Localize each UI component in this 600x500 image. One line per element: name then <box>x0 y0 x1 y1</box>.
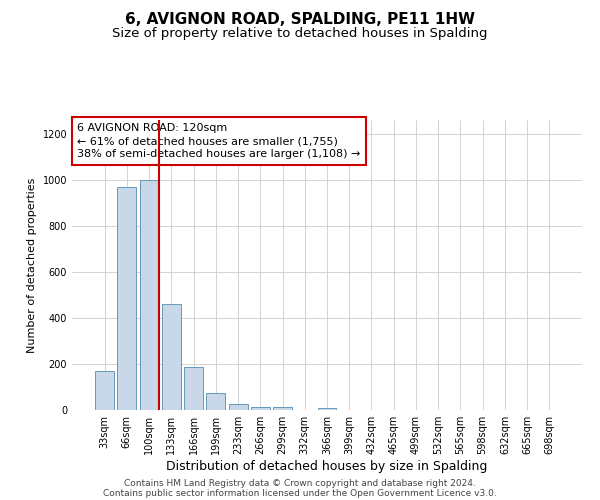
Bar <box>118 186 136 410</box>
Bar <box>95 371 114 410</box>
Text: Size of property relative to detached houses in Spalding: Size of property relative to detached ho… <box>112 28 488 40</box>
Bar <box>273 407 292 410</box>
Text: 6, AVIGNON ROAD, SPALDING, PE11 1HW: 6, AVIGNON ROAD, SPALDING, PE11 1HW <box>125 12 475 28</box>
Bar <box>162 304 181 410</box>
Bar <box>317 408 337 410</box>
Text: Contains HM Land Registry data © Crown copyright and database right 2024.: Contains HM Land Registry data © Crown c… <box>124 478 476 488</box>
Bar <box>229 404 248 410</box>
Y-axis label: Number of detached properties: Number of detached properties <box>27 178 37 352</box>
Bar <box>184 368 203 410</box>
Bar <box>206 392 225 410</box>
Text: 6 AVIGNON ROAD: 120sqm
← 61% of detached houses are smaller (1,755)
38% of semi-: 6 AVIGNON ROAD: 120sqm ← 61% of detached… <box>77 123 361 160</box>
Bar <box>251 406 270 410</box>
X-axis label: Distribution of detached houses by size in Spalding: Distribution of detached houses by size … <box>166 460 488 473</box>
Bar <box>140 180 158 410</box>
Text: Contains public sector information licensed under the Open Government Licence v3: Contains public sector information licen… <box>103 488 497 498</box>
